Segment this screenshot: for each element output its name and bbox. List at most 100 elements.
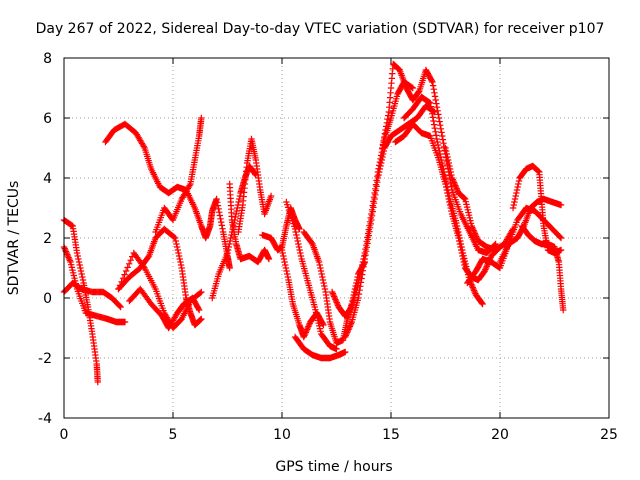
data-point-track-18 xyxy=(361,255,369,263)
data-point-track-22 xyxy=(470,227,477,234)
data-point-track-1 xyxy=(78,270,85,278)
data-point-track-14 xyxy=(296,246,303,254)
data-point-track-18 xyxy=(378,156,386,164)
data-point-track-20 xyxy=(482,266,489,273)
data-point-track-18 xyxy=(380,147,388,155)
data-point-track-19 xyxy=(440,140,447,147)
data-point-track-21 xyxy=(440,168,448,176)
data-point-track-22 xyxy=(473,234,481,242)
data-point-track-10 xyxy=(265,255,273,263)
data-point-track-24 xyxy=(514,183,521,191)
data-point-track-13 xyxy=(280,252,287,260)
data-point-track-18 xyxy=(379,153,386,161)
data-point-track-4 xyxy=(219,225,226,232)
data-point-track-18 xyxy=(376,165,384,173)
data-point-track-18 xyxy=(377,162,384,170)
data-point-track-18 xyxy=(372,187,380,194)
data-point-track-21 xyxy=(428,107,435,114)
data-point-track-13 xyxy=(320,321,327,329)
data-point-track-23 xyxy=(556,233,564,241)
data-point-track-19 xyxy=(429,82,437,89)
data-point-track-13 xyxy=(279,249,286,257)
data-point-track-4 xyxy=(216,209,223,216)
data-point-track-21 xyxy=(440,165,447,173)
data-point-track-5 xyxy=(176,255,183,263)
data-point-track-24 xyxy=(511,195,519,203)
data-point-track-19 xyxy=(492,240,499,248)
data-point-track-18 xyxy=(364,236,372,243)
data-point-track-19 xyxy=(384,112,392,119)
data-point-track-13 xyxy=(284,273,292,281)
data-point-track-22 xyxy=(444,156,452,164)
data-point-track-1 xyxy=(73,249,81,257)
data-point-track-18 xyxy=(366,228,373,235)
data-point-track-21 xyxy=(443,180,450,188)
data-point-track-21 xyxy=(435,144,442,152)
data-point-track-21 xyxy=(427,103,435,110)
data-point-track-21 xyxy=(432,132,440,139)
data-point-track-21 xyxy=(433,135,440,143)
data-point-track-9 xyxy=(225,243,233,251)
data-point-track-22 xyxy=(450,179,458,186)
data-point-track-19 xyxy=(437,125,445,132)
data-point-track-21 xyxy=(434,138,441,146)
data-point-track-5 xyxy=(171,234,179,242)
data-point-track-18 xyxy=(363,244,371,251)
data-point-track-9 xyxy=(235,198,242,206)
data-point-track-21 xyxy=(470,287,478,294)
data-point-track-22 xyxy=(447,168,454,176)
data-point-track-19 xyxy=(379,144,386,152)
data-point-track-20 xyxy=(483,263,490,270)
data-point-track-19 xyxy=(383,119,391,126)
data-point-track-9 xyxy=(236,195,243,203)
data-point-track-5 xyxy=(175,252,183,260)
data-point-track-22 xyxy=(454,186,461,194)
data-point-track-14 xyxy=(294,237,301,245)
data-point-track-19 xyxy=(384,116,391,123)
data-point-track-18 xyxy=(364,240,371,247)
data-point-track-18 xyxy=(357,283,364,290)
data-point-track-20 xyxy=(482,264,490,272)
data-point-track-13 xyxy=(301,332,308,339)
data-point-track-16 xyxy=(315,258,323,266)
data-point-track-21 xyxy=(470,285,477,293)
data-point-track-13 xyxy=(283,267,290,275)
data-point-track-17 xyxy=(360,252,368,260)
data-point-track-11 xyxy=(267,192,275,200)
data-point-track-19 xyxy=(415,88,422,96)
data-point-track-19 xyxy=(381,130,389,137)
data-point-track-22 xyxy=(448,174,456,182)
data-point-track-4 xyxy=(226,264,233,272)
data-point-track-18 xyxy=(346,323,353,330)
y-tick-label: 6 xyxy=(43,111,52,127)
data-point-track-22 xyxy=(471,230,479,237)
y-tick-label: 2 xyxy=(43,231,52,247)
data-point-track-4 xyxy=(214,199,221,206)
data-point-track-1 xyxy=(79,276,87,284)
data-point-track-21 xyxy=(457,240,465,248)
data-point-track-19 xyxy=(431,93,439,100)
data-point-track-14 xyxy=(293,234,301,242)
data-point-track-18 xyxy=(374,179,381,186)
data-point-track-17 xyxy=(333,299,340,306)
data-point-track-2 xyxy=(66,255,73,263)
data-point-track-19 xyxy=(435,114,443,122)
x-tick-label: 5 xyxy=(169,427,178,443)
data-point-track-19 xyxy=(436,118,443,125)
data-point-track-18 xyxy=(368,212,376,219)
data-point-track-21 xyxy=(469,284,476,291)
data-point-track-1 xyxy=(79,273,86,281)
data-point-track-18 xyxy=(362,251,369,259)
data-point-track-9 xyxy=(232,210,240,218)
data-point-track-18 xyxy=(344,327,352,335)
data-point-track-19 xyxy=(440,143,448,150)
y-tick-label: 4 xyxy=(43,171,52,187)
data-point-track-22 xyxy=(473,233,480,240)
data-point-track-17 xyxy=(409,84,416,92)
data-point-track-14 xyxy=(333,345,340,353)
data-markers xyxy=(60,60,567,386)
data-point-track-16 xyxy=(316,261,323,269)
data-point-track-14 xyxy=(293,231,300,239)
data-point-track-23 xyxy=(557,234,565,242)
data-point-track-25 xyxy=(557,201,565,209)
